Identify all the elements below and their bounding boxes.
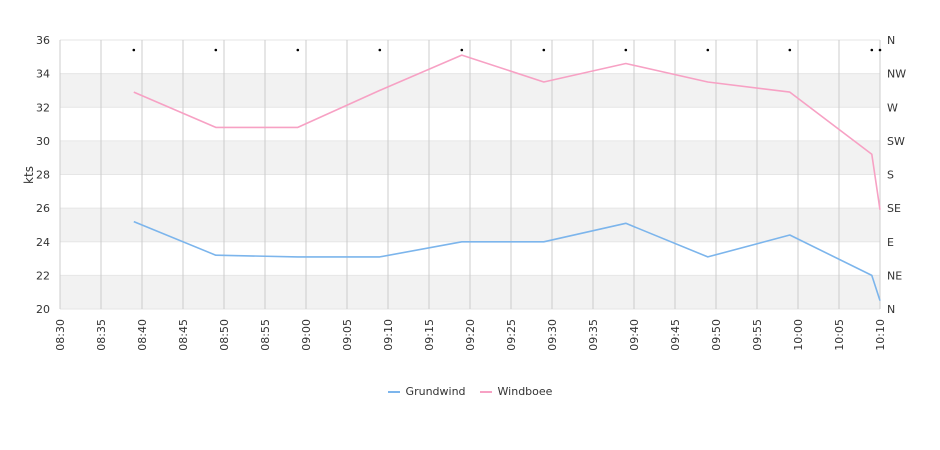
x-tick-label: 09:35	[587, 319, 600, 351]
x-tick-label: 09:40	[628, 319, 641, 351]
y-tick-label: 26	[36, 202, 50, 215]
y-tick-label: 22	[36, 269, 50, 282]
x-tick-label: 09:50	[710, 319, 723, 351]
direction-marker	[460, 48, 464, 52]
x-tick-label: 09:55	[751, 319, 764, 351]
x-tick-label: 10:05	[833, 319, 846, 351]
x-tick-label: 08:30	[54, 319, 67, 351]
x-tick-label: 09:20	[464, 319, 477, 351]
series-line-windboee	[133, 54, 881, 210]
x-tick-label: 08:35	[95, 319, 108, 351]
legend-swatch	[387, 390, 400, 393]
direction-marker	[296, 48, 300, 52]
direction-marker	[378, 48, 382, 52]
direction-tick-label: SE	[887, 202, 901, 215]
direction-marker	[542, 48, 546, 52]
x-tick-label: 08:50	[218, 319, 231, 351]
x-tick-label: 09:00	[300, 319, 313, 351]
series-line-grundwind	[133, 220, 881, 301]
y-tick-label: 20	[36, 303, 50, 316]
direction-marker	[132, 48, 136, 52]
direction-tick-label: W	[887, 101, 898, 114]
legend-label: Windboee	[497, 385, 553, 398]
x-tick-label: 10:00	[792, 319, 805, 351]
y-axis-ticks: 20 22 24 26 28 30 32 34 36	[36, 34, 50, 316]
direction-tick-label: N	[887, 34, 895, 47]
x-tick-label: 09:15	[423, 319, 436, 351]
y-tick-label: 32	[36, 101, 50, 114]
grid-lines	[59, 39, 881, 310]
direction-tick-label: NW	[887, 68, 906, 81]
y-axis-title: kts	[22, 166, 36, 184]
y-tick-label: 28	[36, 169, 50, 182]
legend: Grundwind Windboee	[0, 385, 940, 398]
y-tick-label: 34	[36, 68, 50, 81]
direction-axis-ticks: N NE E SE S SW W NW N	[887, 34, 906, 316]
x-tick-label: 09:25	[505, 319, 518, 351]
direction-markers	[132, 48, 882, 52]
direction-marker	[878, 48, 882, 52]
x-tick-label: 09:10	[382, 319, 395, 351]
direction-marker	[706, 48, 710, 52]
direction-tick-label: E	[887, 236, 894, 249]
y-tick-label: 36	[36, 34, 50, 47]
direction-tick-label: N	[887, 303, 895, 316]
x-tick-label: 08:55	[259, 319, 272, 351]
direction-tick-label: NE	[887, 269, 902, 282]
direction-tick-label: SW	[887, 135, 905, 148]
x-tick-label: 08:40	[136, 319, 149, 351]
series-lines	[133, 54, 881, 301]
x-tick-label: 10:10	[874, 319, 887, 351]
legend-item-windboee[interactable]: Windboee	[479, 385, 553, 398]
direction-marker	[214, 48, 218, 52]
legend-item-grundwind[interactable]: Grundwind	[387, 385, 466, 398]
x-tick-label: 08:45	[177, 319, 190, 351]
y-tick-label: 30	[36, 135, 50, 148]
direction-marker	[788, 48, 792, 52]
legend-label: Grundwind	[405, 385, 466, 398]
direction-marker	[624, 48, 628, 52]
y-tick-label: 24	[36, 236, 50, 249]
x-axis-ticks: 08:30 08:35 08:40 08:45 08:50 08:55 09:00 09:05…	[54, 319, 887, 351]
x-tick-label: 09:05	[341, 319, 354, 351]
legend-swatch	[479, 390, 492, 393]
direction-tick-label: S	[887, 169, 894, 182]
x-tick-label: 09:30	[546, 319, 559, 351]
direction-marker	[870, 48, 874, 52]
x-tick-label: 09:45	[669, 319, 682, 351]
